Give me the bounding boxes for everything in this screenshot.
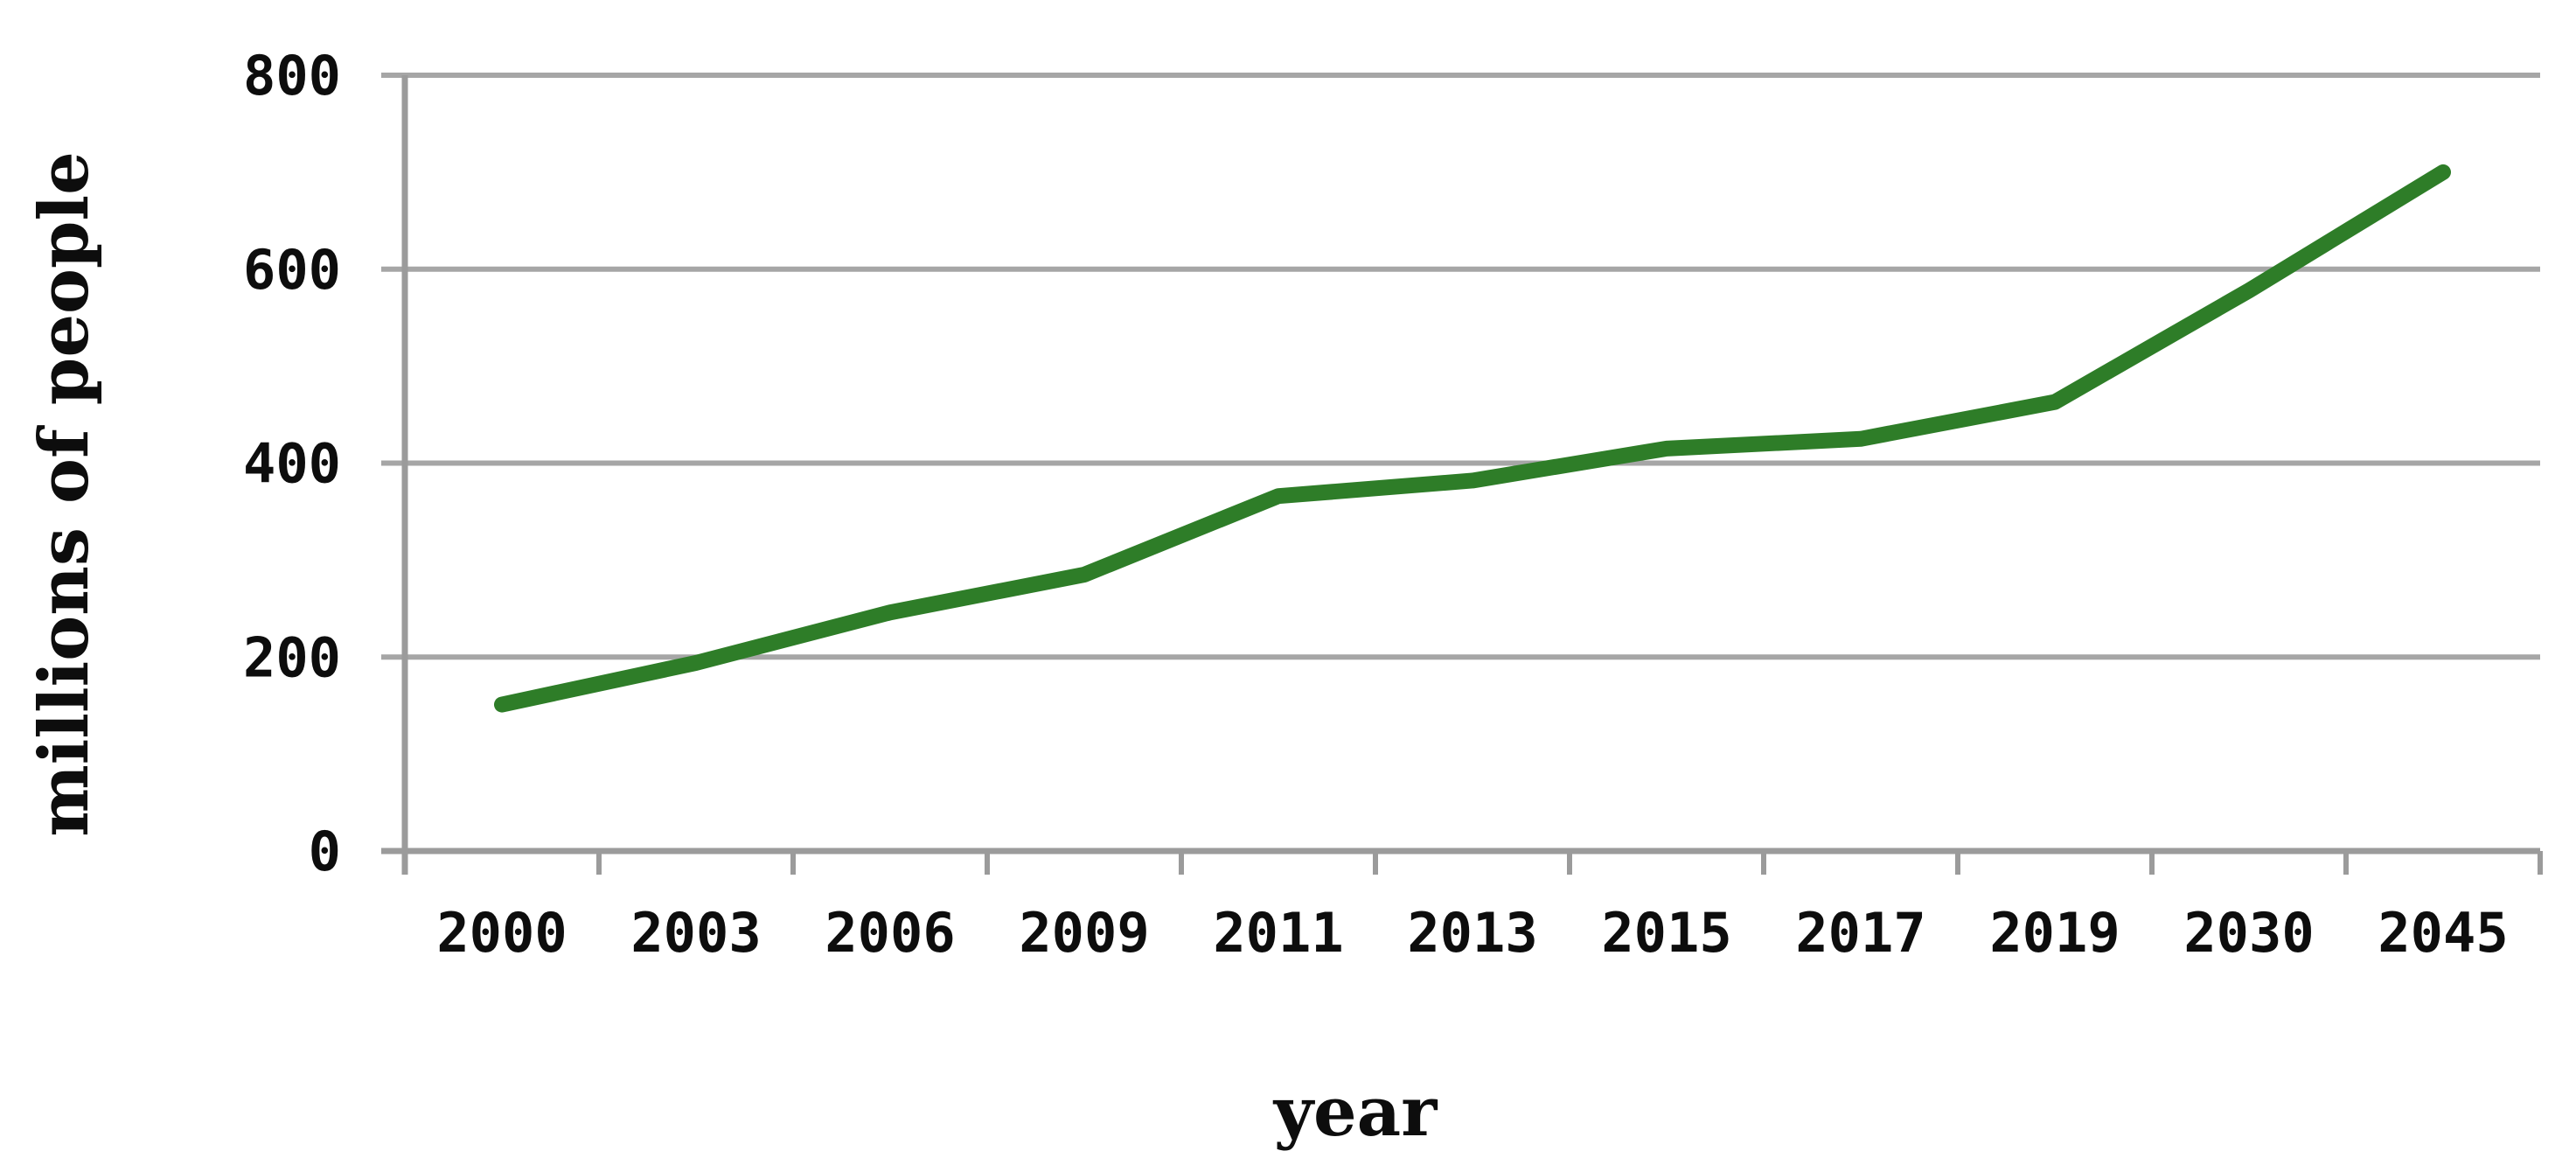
axes: [381, 75, 2543, 875]
x-tick-label: 2000: [436, 901, 567, 965]
y-tick-label: 200: [243, 625, 341, 689]
x-tick-label: 2030: [2183, 901, 2314, 965]
x-tick-label: 2009: [1019, 901, 1149, 965]
y-tick-label: 400: [243, 432, 341, 496]
x-tick-label: 2015: [1601, 901, 1731, 965]
y-tick-label: 800: [243, 44, 341, 108]
y-tick-label: 0: [309, 820, 341, 883]
x-tick-label: 2019: [1989, 901, 2120, 965]
x-tick-label: 2011: [1213, 901, 1343, 965]
data-series: [494, 164, 2451, 713]
y-axis-title: millions of people: [24, 151, 104, 837]
tick-labels: 0 200 400 600 800 2000 2003 2006 2009 2011 2013 201…: [243, 44, 2509, 965]
x-tick-label: 2003: [630, 901, 761, 965]
y-tick-label: 600: [243, 238, 341, 302]
gridlines: [381, 73, 2540, 660]
x-tick-label: 2017: [1795, 901, 1925, 965]
series-line: [494, 164, 2451, 713]
x-tick-label: 2013: [1407, 901, 1537, 965]
x-tick-label: 2045: [2378, 901, 2508, 965]
x-axis-title: year: [1272, 1072, 1438, 1152]
x-tick-label: 2006: [825, 901, 955, 965]
